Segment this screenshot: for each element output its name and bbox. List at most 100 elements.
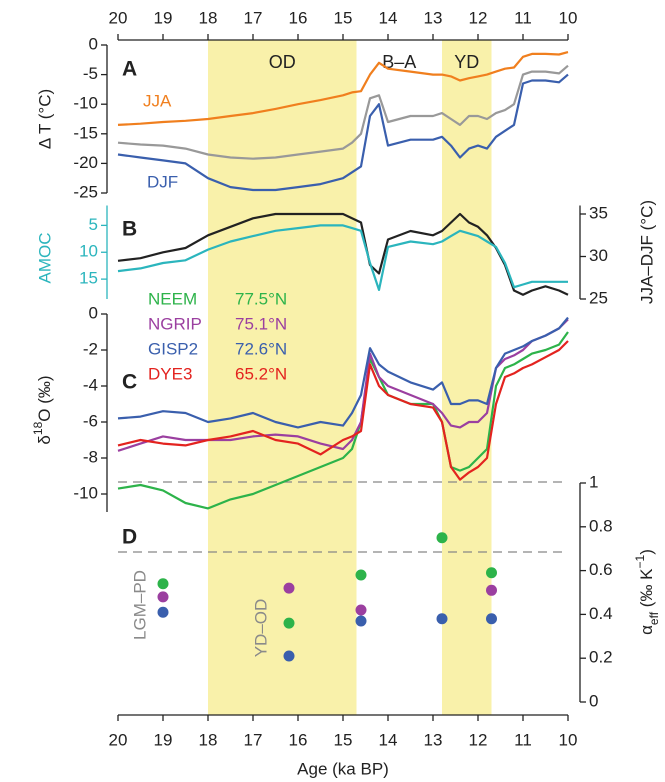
x-tick-label: 17	[244, 8, 263, 27]
shaded-period	[208, 40, 357, 715]
x-tick-label: 18	[199, 730, 218, 749]
x-axis-title: Age (ka BP)	[297, 759, 389, 778]
panel-letter: A	[122, 58, 137, 81]
label-part: O (‰)	[35, 375, 54, 421]
x-tick-label: 15	[334, 8, 353, 27]
data-line	[117, 224, 568, 291]
data-point	[436, 613, 448, 625]
data-point	[355, 569, 367, 581]
x-tick-label: 16	[289, 730, 308, 749]
y-tick-label: 15	[79, 269, 98, 288]
x-tick-label: 19	[154, 730, 173, 749]
legend-latitude: 75.1°N	[235, 314, 287, 333]
y-tick-label: 35	[589, 203, 608, 222]
x-tick-label: 16	[289, 8, 308, 27]
y-tick-label: -2	[83, 339, 98, 358]
x-tick-label: 10	[559, 8, 578, 27]
label-part: δ	[35, 435, 54, 444]
y-tick-label: 0.4	[589, 604, 613, 623]
data-point	[157, 591, 169, 603]
data-point	[283, 582, 295, 594]
x-tick-label: 13	[424, 8, 443, 27]
y-tick-label: 0.8	[589, 516, 613, 535]
y-tick-label: -25	[73, 182, 98, 201]
panel-letter: B	[122, 218, 137, 241]
period-label: YD	[454, 52, 479, 72]
period-label: OD	[269, 52, 296, 72]
legend-label: GISP2	[148, 339, 198, 358]
label-part: −1	[633, 554, 647, 568]
data-point	[157, 606, 169, 618]
shaded-period	[442, 40, 492, 715]
data-line	[117, 318, 569, 452]
legend-latitude: 72.6°N	[235, 339, 287, 358]
period-label: B–A	[382, 52, 416, 72]
label-part: (‰ K	[637, 568, 656, 612]
data-point	[486, 567, 497, 579]
y-tick-label: 0.2	[589, 648, 613, 667]
legend-label: NGRIP	[148, 314, 202, 333]
x-tick-label: 13	[424, 730, 443, 749]
x-tick-label: 17	[244, 730, 263, 749]
plot-layer: OD B–A YD202019191818171716161515141413131…	[73, 8, 612, 749]
y-tick-label: 10	[79, 242, 98, 261]
legend-label: NEEM	[148, 289, 197, 308]
y-tick-label: 0.6	[589, 560, 613, 579]
y-axis-title: δ18O (‰)	[31, 375, 54, 444]
x-tick-label: 11	[514, 730, 532, 749]
legend-latitude: 65.2°N	[235, 364, 287, 383]
data-line	[117, 316, 569, 429]
data-line	[117, 73, 569, 192]
y-tick-label: -5	[83, 64, 98, 83]
x-tick-label: 12	[469, 730, 488, 749]
data-point	[157, 578, 169, 590]
legend-label: DJF	[147, 172, 178, 191]
data-point	[283, 617, 295, 629]
y-tick-label: 5	[89, 215, 98, 234]
y2-axis-title: JJA–DJF (°C)	[637, 200, 656, 304]
x-tick-label: 11	[514, 8, 532, 27]
data-point	[283, 650, 295, 662]
data-point	[486, 584, 497, 596]
label-part: )	[637, 549, 656, 555]
y-tick-label: 0	[89, 34, 98, 53]
data-point	[355, 604, 367, 616]
data-point	[355, 615, 367, 627]
legend-latitude: 77.5°N	[235, 289, 287, 308]
data-point	[436, 532, 448, 544]
label-part: α	[637, 625, 656, 635]
legend-label: DYE3	[148, 364, 192, 383]
y-axis-title: AMOC	[35, 233, 54, 284]
y-tick-label: -20	[73, 153, 98, 172]
label-part: eff	[647, 611, 661, 625]
data-line	[117, 51, 569, 126]
y-axis-title: αeff (‰ K−1)	[633, 549, 661, 635]
data-point	[486, 613, 497, 625]
y-tick-label: -8	[83, 447, 98, 466]
y-tick-label: 0	[89, 303, 98, 322]
y-tick-label: -4	[83, 375, 98, 394]
y-tick-label: 25	[589, 288, 608, 307]
x-tick-label: 20	[109, 730, 128, 749]
y-tick-label: -6	[83, 411, 98, 430]
data-line	[117, 340, 569, 481]
y-tick-label: 1	[589, 472, 598, 491]
annotation: LGM–PD	[130, 570, 149, 640]
x-tick-label: 19	[154, 8, 173, 27]
panel-letter: C	[122, 371, 137, 394]
y-tick-label: 30	[589, 246, 608, 265]
annotation: YD–OD	[251, 599, 270, 658]
y-axis-title: Δ T (°C)	[35, 89, 54, 149]
y-tick-label: 0	[589, 691, 598, 710]
y-tick-label: -10	[73, 94, 98, 113]
legend-label: JJA	[143, 91, 172, 110]
x-tick-label: 18	[199, 8, 218, 27]
y-tick-label: -10	[73, 483, 98, 502]
x-tick-label: 15	[334, 730, 353, 749]
label-part: 18	[31, 421, 45, 435]
data-line	[117, 64, 569, 160]
y-tick-label: -15	[73, 123, 98, 142]
x-tick-label: 10	[559, 730, 578, 749]
x-tick-label: 20	[109, 8, 128, 27]
